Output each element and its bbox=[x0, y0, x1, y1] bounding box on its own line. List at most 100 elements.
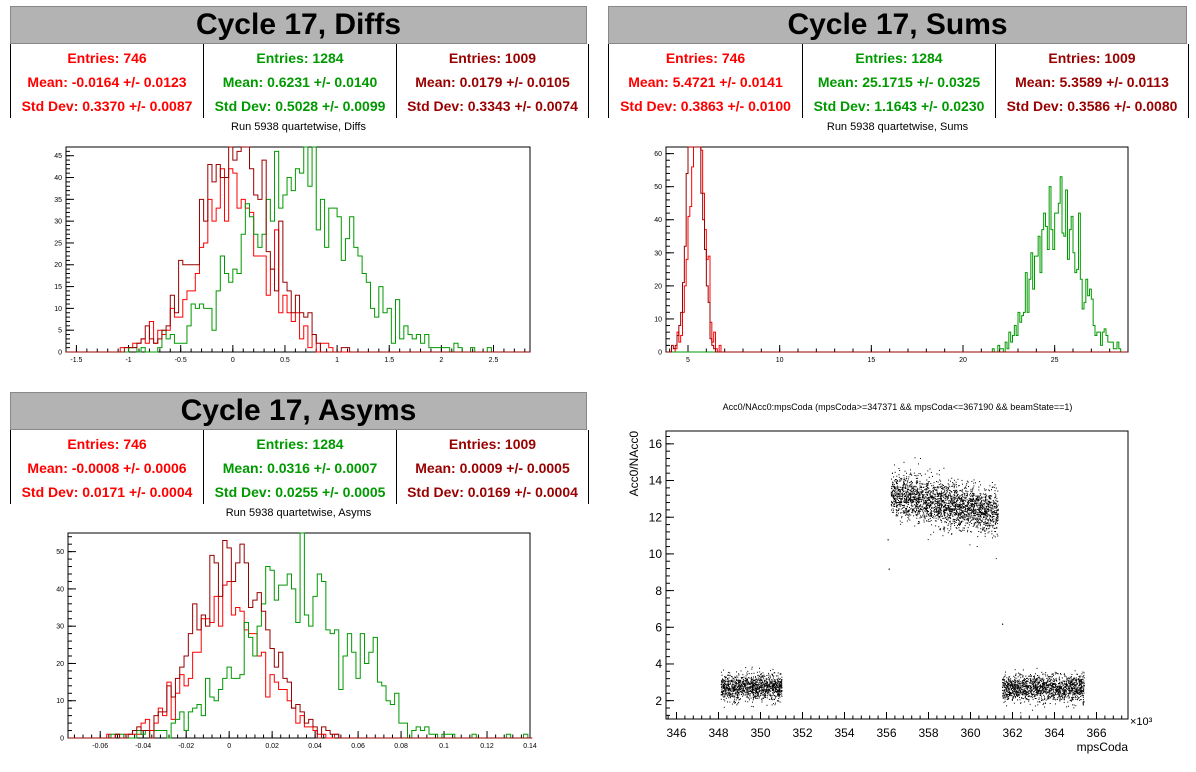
scatter-point bbox=[1026, 681, 1028, 683]
scatter-point bbox=[1003, 679, 1005, 681]
scatter-point bbox=[995, 519, 997, 521]
scatter-point bbox=[723, 686, 725, 688]
scatter-point bbox=[905, 512, 907, 514]
scatter-point bbox=[1060, 673, 1061, 674]
scatter-point bbox=[746, 686, 748, 688]
scatter-point bbox=[929, 521, 931, 522]
scatter-point bbox=[747, 691, 749, 693]
scatter-point bbox=[993, 511, 995, 513]
scatter-point bbox=[1022, 682, 1024, 684]
scatter-point bbox=[755, 686, 757, 688]
scatter-point bbox=[760, 683, 762, 685]
scatter-point bbox=[742, 691, 744, 693]
scatter-point bbox=[892, 490, 894, 492]
scatter-point bbox=[983, 500, 985, 502]
scatter-point bbox=[761, 676, 763, 677]
scatter-point bbox=[991, 513, 993, 514]
scatter-point bbox=[766, 686, 768, 688]
plot-frame bbox=[665, 146, 1129, 353]
scatter-point bbox=[989, 502, 990, 503]
scatter-point bbox=[906, 506, 908, 508]
scatter-point bbox=[724, 680, 726, 682]
scatter-point bbox=[976, 499, 978, 501]
scatter-point bbox=[763, 683, 765, 685]
scatter-point bbox=[935, 520, 937, 522]
scatter-point bbox=[991, 504, 993, 506]
scatter-point bbox=[731, 696, 733, 697]
scatter-point bbox=[916, 508, 918, 510]
scatter-point bbox=[780, 687, 782, 689]
scatter-point bbox=[1019, 690, 1021, 691]
scatter-point bbox=[741, 682, 743, 684]
scatter-point bbox=[756, 696, 758, 698]
scatter-point bbox=[769, 681, 771, 683]
scatter-point bbox=[752, 688, 753, 690]
scatter-point bbox=[967, 509, 969, 511]
scatter-point bbox=[978, 495, 980, 497]
scatter-point bbox=[1061, 689, 1063, 691]
scatter-point bbox=[973, 485, 975, 487]
scatter-point bbox=[781, 679, 783, 681]
scatter-point bbox=[1008, 685, 1010, 687]
scatter-point bbox=[953, 497, 955, 499]
scatter-point bbox=[984, 510, 986, 512]
scatter-point bbox=[1055, 703, 1056, 705]
scatter-point bbox=[779, 688, 781, 690]
scatter-point bbox=[1012, 692, 1014, 694]
scatter-point bbox=[940, 496, 942, 498]
scatter-point bbox=[1074, 691, 1076, 693]
scatter-point bbox=[728, 684, 729, 686]
scatter-point bbox=[1062, 693, 1064, 695]
scatter-point bbox=[918, 498, 920, 500]
scatter-point bbox=[1039, 689, 1041, 691]
scatter-point bbox=[965, 486, 967, 488]
scatter-point bbox=[1008, 698, 1009, 700]
scatter-point bbox=[957, 504, 959, 506]
stat-mean: Mean: 0.6231 +/- 0.0140 bbox=[222, 74, 378, 90]
scatter-point bbox=[744, 684, 746, 686]
scatter-point bbox=[995, 558, 997, 560]
scatter-point bbox=[907, 496, 909, 498]
scatter-point bbox=[919, 511, 921, 512]
scatter-point bbox=[956, 501, 958, 503]
scatter-point bbox=[921, 499, 922, 501]
scatter-point bbox=[1036, 688, 1038, 690]
scatter-point bbox=[1022, 669, 1024, 671]
scatter-point bbox=[996, 511, 998, 513]
y-tick-label: 12 bbox=[649, 510, 663, 524]
scatter-point bbox=[945, 488, 947, 490]
scatter-point bbox=[944, 498, 946, 500]
scatter-point bbox=[985, 513, 987, 515]
scatter-point bbox=[1059, 682, 1061, 684]
scatter-point bbox=[924, 510, 926, 512]
scatter-point bbox=[947, 513, 949, 515]
scatter-point bbox=[945, 517, 947, 519]
scatter-point bbox=[739, 679, 741, 681]
scatter-point bbox=[995, 494, 997, 496]
scatter-point bbox=[957, 506, 959, 508]
scatter-point bbox=[1030, 683, 1032, 685]
scatter-point bbox=[894, 506, 896, 507]
scatter-point bbox=[779, 682, 781, 684]
scatter-point bbox=[986, 528, 987, 529]
scatter-point bbox=[981, 513, 983, 515]
scatter-point bbox=[982, 508, 984, 510]
scatter-point bbox=[1068, 681, 1070, 683]
scatter-point bbox=[780, 692, 782, 694]
scatter-point bbox=[919, 491, 921, 493]
scatter-point bbox=[1022, 686, 1024, 688]
scatter-point bbox=[970, 488, 972, 490]
scatter-point bbox=[740, 682, 741, 684]
scatter-point bbox=[909, 498, 911, 500]
scatter-point bbox=[937, 481, 939, 483]
scatter-point bbox=[767, 689, 769, 691]
scatter-point bbox=[927, 507, 929, 509]
scatter-point bbox=[902, 501, 904, 503]
scatter-point bbox=[929, 512, 931, 514]
scatter-point bbox=[970, 507, 972, 508]
scatter-point bbox=[1042, 686, 1044, 688]
scatter-point bbox=[980, 514, 982, 516]
scatter-point bbox=[742, 678, 744, 680]
scatter-point bbox=[899, 479, 901, 481]
scatter-point bbox=[985, 515, 987, 517]
